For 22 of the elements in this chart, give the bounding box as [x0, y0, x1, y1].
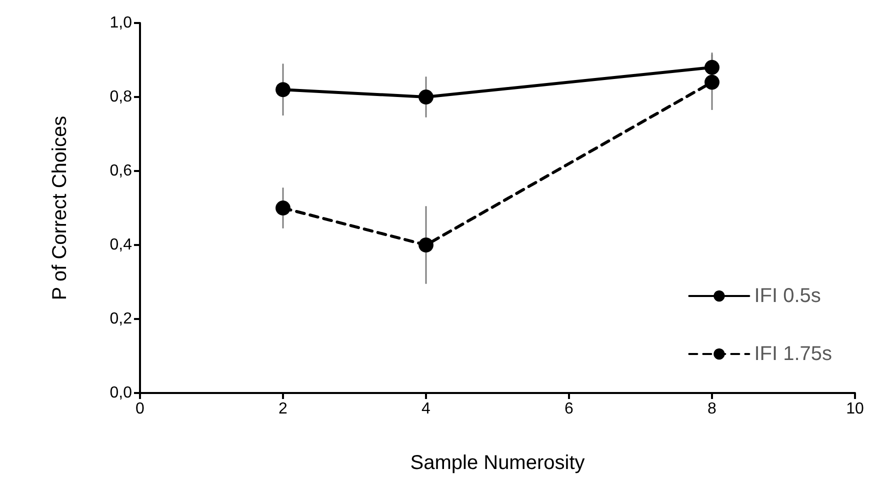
point: [418, 238, 434, 252]
legend-label: IFI 0.5s: [754, 285, 821, 307]
point: [704, 60, 720, 75]
y-tick-label: 0,8: [110, 88, 132, 106]
x-tick-label: 4: [422, 400, 431, 418]
x-tick-label: 0: [136, 400, 145, 418]
y-tick-label: 1,0: [110, 14, 132, 32]
point: [276, 82, 290, 98]
y-axis-title: P of Correct Choices: [49, 116, 71, 300]
y-tick-label: 0,0: [110, 384, 132, 402]
y-tick-label: 0,6: [110, 162, 132, 180]
x-tick-label: 8: [708, 400, 717, 418]
x-tick-label: 10: [846, 400, 864, 418]
y-tick-label: 0,2: [110, 310, 132, 328]
x-axis-title: Sample Numerosity: [410, 452, 585, 474]
point: [276, 200, 290, 216]
x-tick-label: 6: [564, 400, 574, 418]
y-tick-label: 0,4: [110, 236, 132, 254]
point: [418, 90, 434, 104]
x-tick-label: 2: [278, 400, 288, 418]
legend-label: IFI 1.75s: [754, 343, 832, 365]
point: [704, 74, 720, 90]
